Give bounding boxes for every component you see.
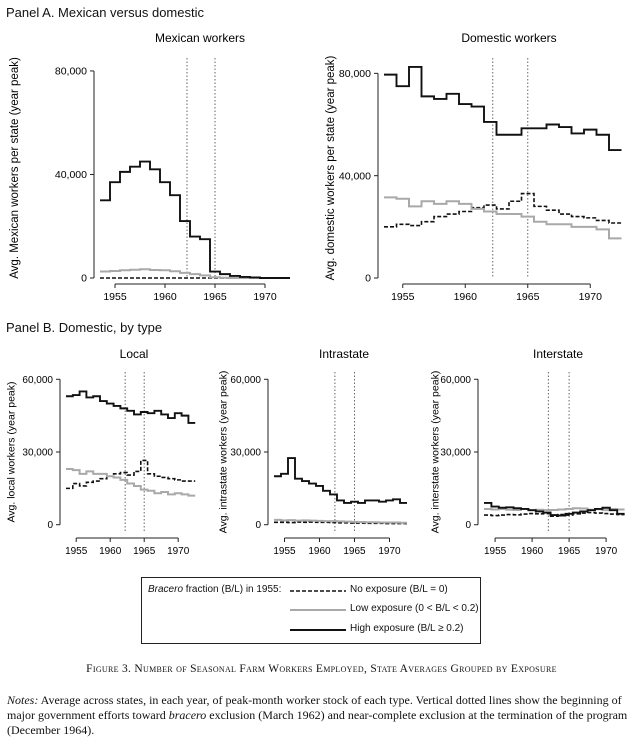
- panel-a-title: Panel A. Mexican versus domestic: [6, 5, 204, 20]
- y-axis-label: Avg. Mexican workers per state (year pea…: [9, 57, 21, 279]
- series-line-high-exposure: [274, 457, 407, 504]
- series-line-high-exposure: [66, 390, 196, 424]
- y-tick-label: 30,000: [230, 448, 261, 459]
- legend-heading-rest: fraction (B/L) in 1955:: [183, 584, 282, 595]
- x-tick-label: 1955: [103, 291, 127, 303]
- chart-title: Domestic workers: [461, 31, 556, 45]
- legend-heading: Bracero fraction (B/L) in 1955:: [148, 584, 281, 595]
- x-tick-label: 1970: [579, 291, 603, 303]
- figure-caption: Figure 3. Number of Seasonal Farm Worker…: [86, 663, 557, 675]
- y-tick-label: 40,000: [55, 169, 87, 181]
- series-line-low-exposure: [274, 518, 407, 524]
- legend: Bracero fraction (B/L) in 1955: No expos…: [141, 577, 481, 644]
- legend-heading-italic: Bracero: [148, 584, 184, 595]
- x-tick-label: 1970: [595, 546, 618, 556]
- y-tick-label: 60,000: [440, 375, 471, 386]
- x-tick-label: 1955: [65, 546, 88, 556]
- y-tick-label: 0: [365, 273, 371, 285]
- x-tick-label: 1965: [343, 546, 366, 556]
- y-axis-label: Avg. intrastate workers (year peak): [218, 371, 230, 534]
- x-tick-label: 1965: [133, 546, 156, 556]
- y-tick-label: 40,000: [339, 170, 371, 182]
- x-tick-label: 1970: [253, 291, 277, 303]
- notes-label: Notes:: [7, 693, 39, 707]
- chart-intrastate: Intrastate Avg. intrastate workers (year …: [218, 347, 407, 556]
- x-tick-label: 1970: [167, 546, 190, 556]
- y-tick-label: 0: [465, 520, 471, 531]
- chart-title: Mexican workers: [155, 31, 245, 45]
- y-tick-label: 0: [47, 520, 53, 531]
- y-tick-label: 80,000: [55, 66, 87, 78]
- y-axis-label: Avg. interstate workers (year peak): [430, 371, 442, 534]
- x-tick-label: 1965: [516, 291, 540, 303]
- chart-title: Intrastate: [319, 347, 369, 361]
- series-line-high-exposure: [484, 501, 625, 517]
- x-tick-label: 1960: [99, 546, 122, 556]
- panel-b-title: Panel B. Domestic, by type: [6, 320, 163, 335]
- x-tick-label: 1955: [391, 291, 415, 303]
- y-tick-label: 60,000: [22, 375, 53, 386]
- chart-mexican-workers: Mexican workers Avg. Mexican workers per …: [9, 31, 290, 303]
- y-tick-label: 0: [81, 273, 87, 285]
- y-tick-label: 30,000: [440, 448, 471, 459]
- x-tick-label: 1960: [454, 291, 478, 303]
- chart-domestic-workers: Domestic workers Avg. domestic workers pe…: [325, 31, 622, 303]
- series-line-no-exposure: [66, 459, 196, 490]
- legend-swatches: [290, 590, 346, 631]
- x-tick-label: 1960: [521, 546, 544, 556]
- x-tick-label: 1960: [308, 546, 331, 556]
- legend-item-high-exposure: High exposure (B/L ≥ 0.2): [350, 623, 464, 634]
- x-tick-label: 1965: [558, 546, 581, 556]
- notes-text-1: Average across states, in each year, of …: [7, 693, 622, 722]
- series-line-no-exposure: [384, 192, 622, 228]
- notes-text-2: exclusion (March 1962) and near-complete…: [7, 708, 628, 737]
- legend-item-no-exposure: No exposure (B/L = 0): [350, 584, 448, 595]
- notes-italic: bracero: [168, 708, 207, 722]
- chart-interstate: Interstate Avg. interstate workers (year …: [430, 347, 625, 556]
- x-tick-label: 1970: [378, 546, 401, 556]
- legend-item-low-exposure: Low exposure (0 < B/L < 0.2): [350, 603, 479, 614]
- series-line-no-exposure: [484, 511, 625, 518]
- x-tick-label: 1955: [484, 546, 507, 556]
- y-tick-label: 60,000: [230, 375, 261, 386]
- series-line-low-exposure: [384, 196, 622, 240]
- chart-title: Local: [120, 347, 149, 361]
- y-tick-label: 0: [255, 520, 261, 531]
- notes: Notes: Average across states, in each ye…: [7, 693, 637, 738]
- y-tick-label: 30,000: [22, 448, 53, 459]
- y-axis-label: Avg. local workers (year peak): [6, 381, 18, 522]
- series-line-high-exposure: [384, 66, 622, 152]
- y-tick-label: 80,000: [339, 68, 371, 80]
- y-axis-label: Avg. domestic workers per state (year pe…: [325, 55, 337, 280]
- chart-local: Local Avg. local workers (year peak) 0 30,0…: [6, 347, 196, 556]
- series-line-high-exposure: [100, 160, 290, 279]
- series-line-low-exposure: [100, 268, 290, 279]
- chart-title: Interstate: [533, 347, 583, 361]
- x-tick-label: 1955: [273, 546, 296, 556]
- x-tick-label: 1960: [153, 291, 177, 303]
- series-line-low-exposure: [66, 467, 196, 497]
- x-tick-label: 1965: [203, 291, 227, 303]
